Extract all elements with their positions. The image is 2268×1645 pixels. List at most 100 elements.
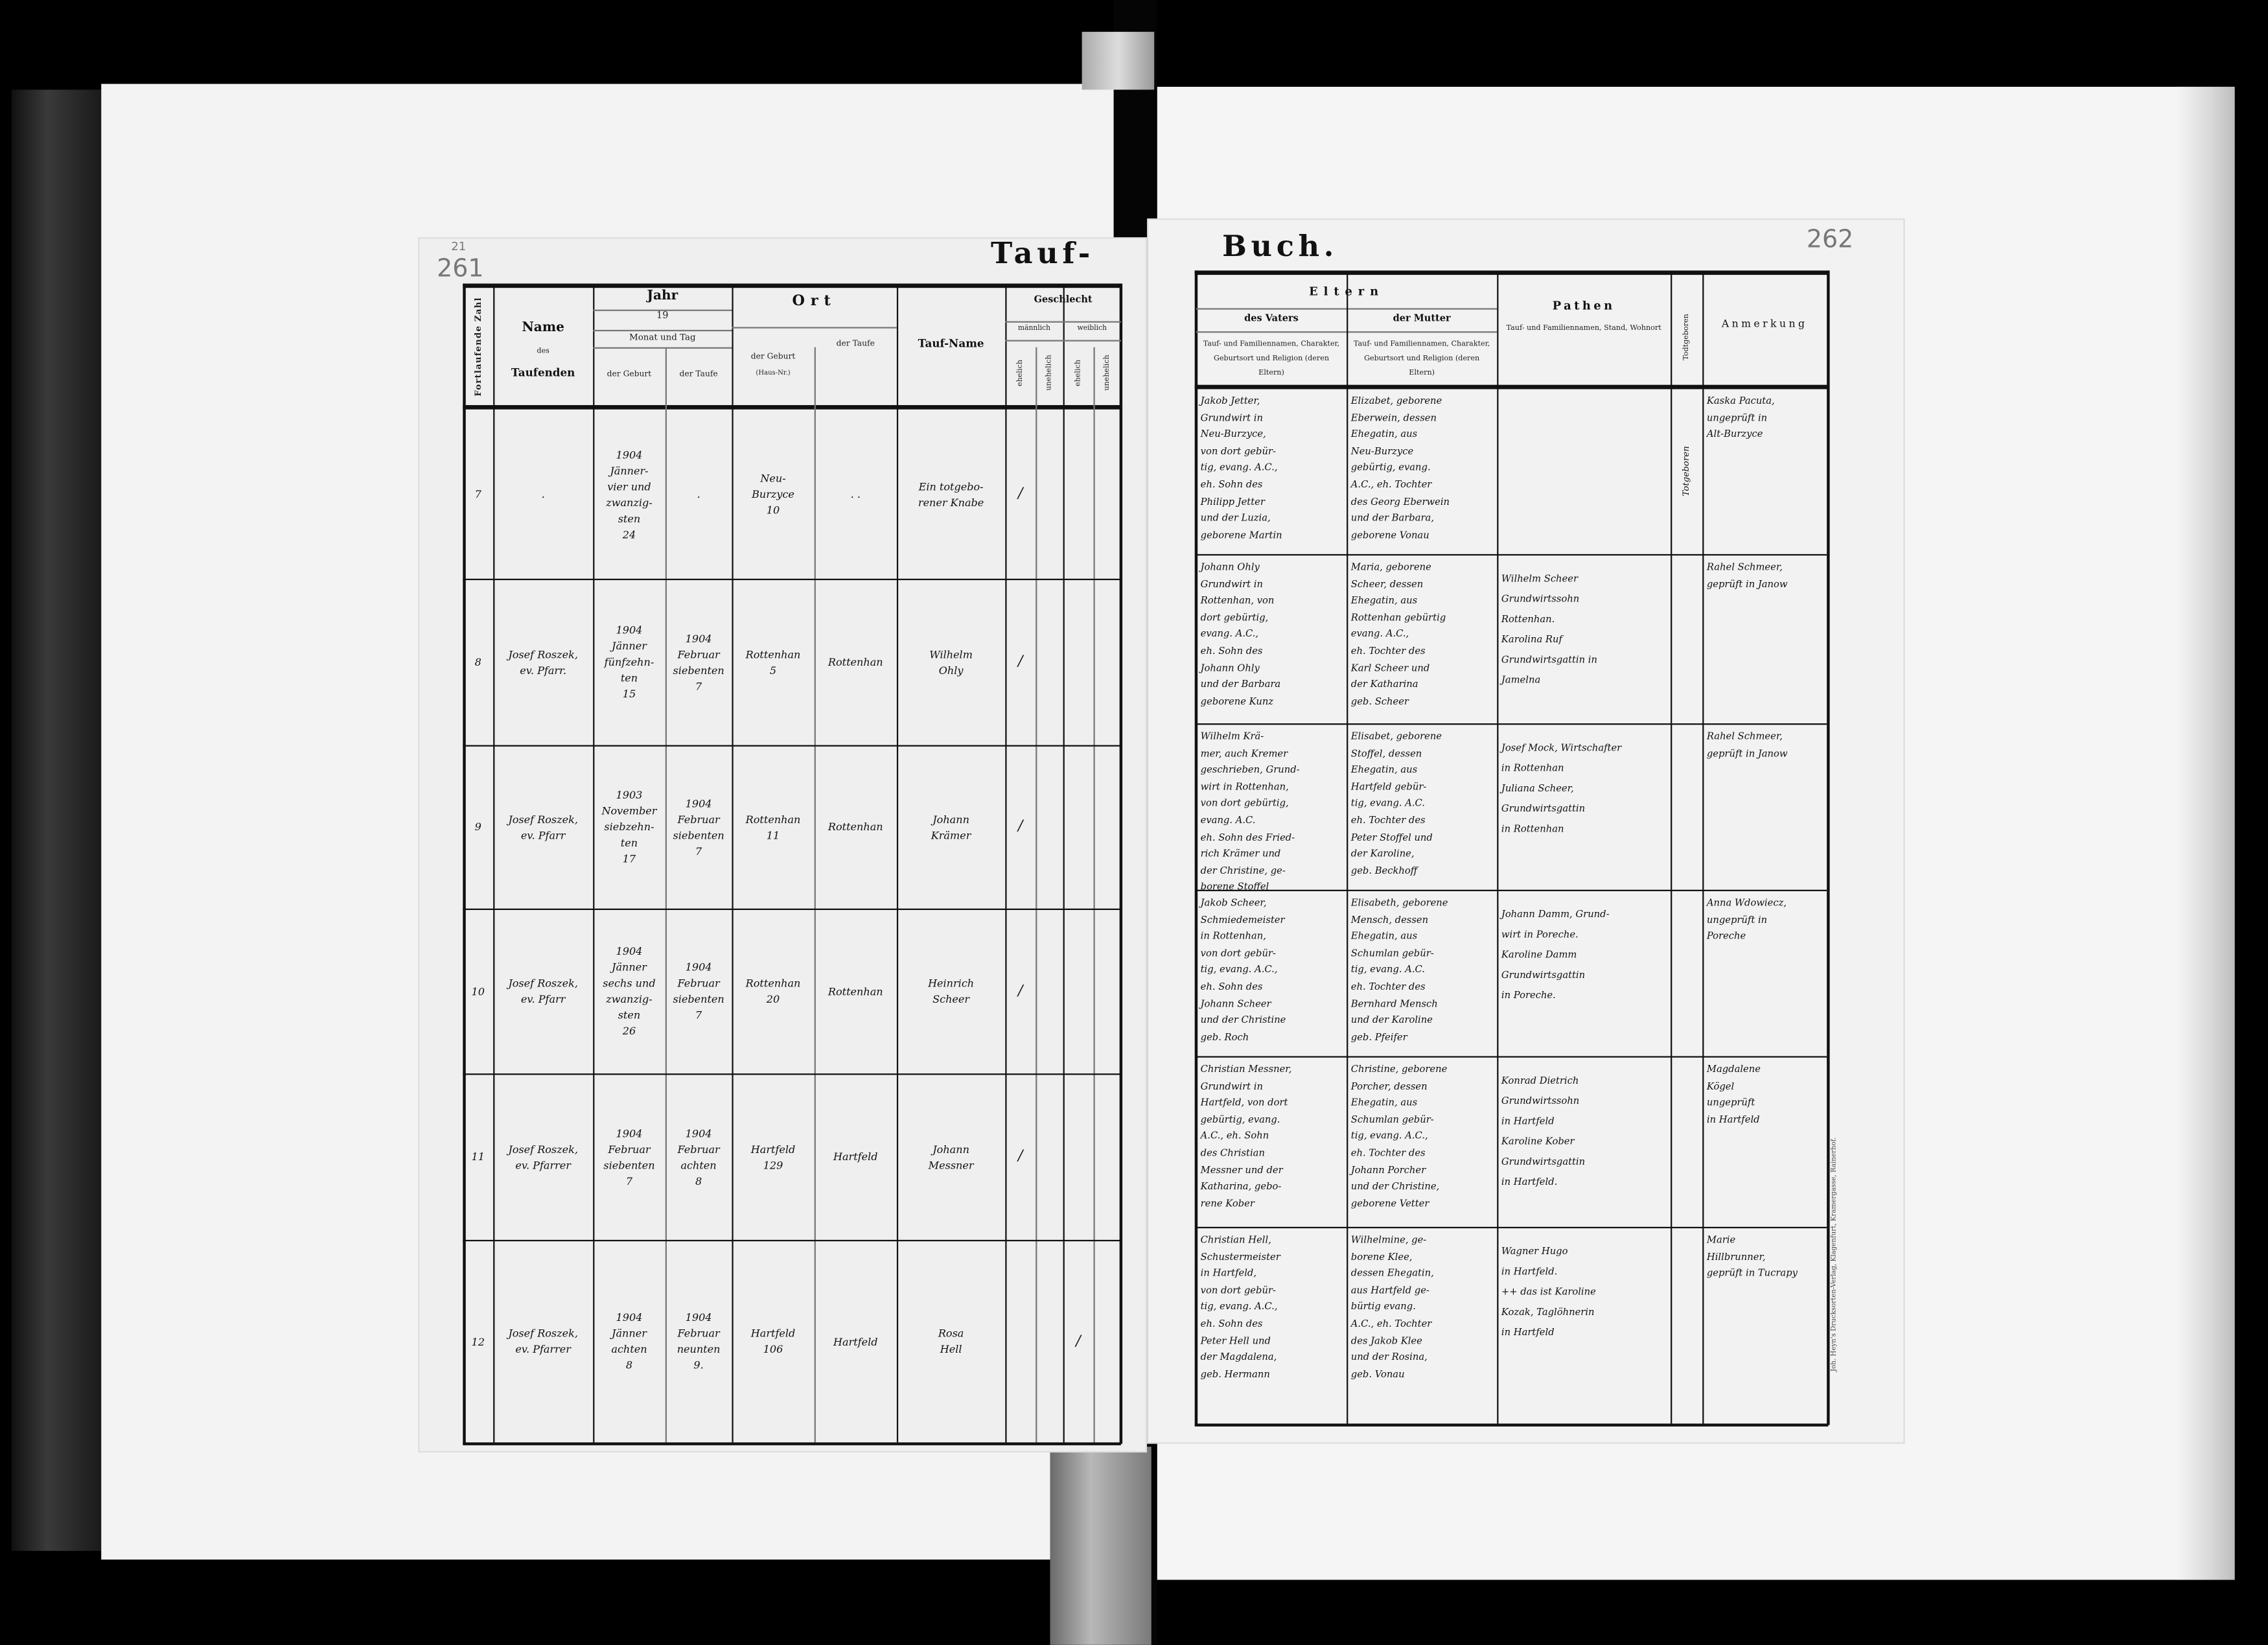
baptism-place: Hartfeld [833, 1150, 878, 1163]
godparents-details: Wagner Hugo in Hartfeld. ++ das ist Karo… [1501, 1245, 1596, 1338]
column-rule [593, 285, 595, 1443]
column-rule [1063, 285, 1065, 1443]
binding-strip-bottom [1050, 1447, 1151, 1645]
header-male-illegitimate: unehelich [1045, 355, 1054, 391]
right-sheet-edge [2177, 86, 2235, 1580]
header-parents-title: Eltern [1196, 283, 1497, 298]
row-rule [1196, 889, 1827, 891]
sex-female-illegitimate-mark [1093, 1240, 1120, 1442]
remarks: Anna Wdowiecz, ungeprüft in Poreche [1706, 896, 1787, 942]
header-male-legitimate: ehelich [1016, 360, 1025, 387]
column-rule [1671, 272, 1672, 1424]
pencil-mark-small: 21 [451, 240, 467, 253]
header-godparents-desc: Tauf- und Familiennamen, Stand, Wohnort [1506, 323, 1661, 333]
row-rule [1196, 1226, 1827, 1229]
godparents-details [1497, 388, 1671, 554]
officiant-name: Josef Roszek, ev. Pfarrer [508, 1142, 578, 1171]
header-baptism-date: der Taufe [679, 370, 718, 379]
baptism-place: . . [850, 487, 861, 501]
header-rule [1005, 321, 1121, 322]
father-details: Johann Ohly Grundwirt in Rottenhan, von … [1200, 561, 1281, 707]
sex-male-illegitimate-mark [1036, 1240, 1063, 1442]
header-remarks: Anmerkung [1721, 318, 1808, 330]
baptismal-name: Heinrich Scheer [928, 976, 975, 1006]
printer-imprint: Joh. Heyn's Drucksorten-Verlag, Klagenfu… [1831, 1138, 1838, 1373]
mother-details: Wilhelmine, ge- borene Klee, dessen Eheg… [1350, 1233, 1434, 1380]
column-subrule [665, 347, 667, 1443]
column-rule [732, 285, 734, 1443]
baptism-date: 1904 Februar siebenten 7 [673, 961, 724, 1021]
sex-male-legitimate-mark [1005, 1240, 1036, 1442]
entry-number: 7 [474, 487, 481, 501]
binding-tab-top [1082, 32, 1155, 90]
stillborn-note [1671, 1227, 1702, 1424]
remarks: Rahel Schmeer, geprüft in Janow [1706, 730, 1788, 759]
sex-male-legitimate-mark: / [1017, 485, 1023, 502]
row-rule [463, 578, 1121, 581]
birth-date: 1903 November siebzehn- ten 17 [601, 788, 657, 865]
mother-details: Christine, geborene Porcher, dessen Eheg… [1350, 1063, 1448, 1209]
birth-place: Hartfeld 106 [750, 1326, 796, 1356]
column-subrule [1093, 347, 1094, 1443]
sex-female-illegitimate-mark [1093, 745, 1120, 909]
birth-date: 1904 Jänner sechs und zwanzig- sten 26 [603, 944, 656, 1038]
sex-female-illegitimate-mark [1093, 410, 1120, 579]
sex-female-legitimate-mark [1063, 1073, 1094, 1240]
sex-male-illegitimate-mark [1036, 909, 1063, 1073]
mother-details: Elisabet, geborene Stoffel, dessen Ehega… [1350, 730, 1442, 877]
header-year-century: 19 [656, 309, 669, 321]
godparents-details: Wilhelm Scheer Grundwirtssohn Rottenhan.… [1501, 572, 1598, 686]
officiant-name: . [541, 487, 545, 501]
baptism-place: Rottenhan [827, 984, 883, 998]
header-stillborn: Todtgeboren [1682, 314, 1691, 360]
baptism-place: Hartfeld [833, 1335, 878, 1348]
godparents-details: Josef Mock, Wirtschafter in Rottenhan Ju… [1501, 742, 1622, 835]
entry-number: 10 [471, 984, 485, 998]
stillborn-note [1671, 723, 1702, 890]
father-details: Christian Messner, Grundwirt in Hartfeld… [1200, 1063, 1292, 1209]
sex-female-illegitimate-mark [1093, 579, 1120, 745]
column-rule [896, 285, 899, 1443]
header-female-illegitimate: unehelich [1102, 355, 1112, 391]
sex-female-legitimate-mark [1063, 909, 1094, 1073]
baptism-place: Rottenhan [827, 820, 883, 834]
mother-details: Elisabeth, geborene Mensch, dessen Ehega… [1350, 896, 1448, 1043]
baptism-date: 1904 Februar achten 8 [677, 1126, 720, 1187]
pencil-page-number-right: 262 [1806, 226, 1854, 255]
sex-female-illegitimate-mark [1093, 909, 1120, 1073]
page-title-left: Tauf- [990, 235, 1094, 271]
entry-number: 8 [474, 655, 481, 669]
remarks: Magdalene Kögel ungeprüft in Hartfeld [1706, 1063, 1761, 1126]
officiant-name: Josef Roszek, ev. Pfarr. [508, 647, 578, 677]
row-rule [1196, 723, 1827, 725]
baptismal-name: Johann Messner [928, 1142, 974, 1171]
header-name-sub: Taufenden [511, 366, 575, 379]
column-rule [1702, 272, 1704, 1424]
father-details: Jakob Scheer, Schmiedemeister in Rottenh… [1200, 896, 1286, 1043]
stillborn-note: Totgeboren [1681, 445, 1692, 496]
header-female-legitimate: ehelich [1074, 360, 1083, 387]
header-baptismal-name: Tauf-Name [918, 337, 984, 351]
row-rule [463, 1073, 1121, 1075]
header-father-desc: Tauf- und Familiennamen, Charakter, Gebu… [1203, 340, 1340, 378]
header-sex-title: Geschlecht [1005, 294, 1121, 305]
sex-male-legitimate-mark: / [1017, 1149, 1023, 1165]
officiant-name: Josef Roszek, ev. Pfarr [508, 812, 578, 841]
father-details: Christian Hell, Schustermeister in Hartf… [1200, 1233, 1280, 1380]
birth-place: Rottenhan 20 [745, 976, 801, 1006]
scanner-edge [11, 89, 102, 1551]
header-father: des Vaters [1244, 312, 1299, 324]
godparents-details: Konrad Dietrich Grundwirtssohn in Hartfe… [1501, 1075, 1586, 1188]
header-running-number: Fortlaufende Zahl [474, 298, 484, 397]
baptismal-name: Johann Krämer [931, 812, 971, 841]
officiant-name: Josef Roszek, ev. Pfarr [508, 976, 578, 1006]
baptism-date: . [697, 487, 700, 501]
godparents-details: Johann Damm, Grund- wirt in Poreche. Kar… [1501, 908, 1610, 1001]
sex-male-legitimate-mark: / [1017, 983, 1023, 999]
father-details: Wilhelm Krä- mer, auch Kremer geschriebe… [1200, 730, 1300, 890]
birth-place: Rottenhan 5 [745, 647, 801, 677]
header-name-title: Name [522, 321, 564, 336]
birth-date: 1904 Jänner- vier und zwanzig- sten 24 [606, 447, 653, 541]
baptism-date: 1904 Februar siebenten 7 [673, 796, 724, 858]
